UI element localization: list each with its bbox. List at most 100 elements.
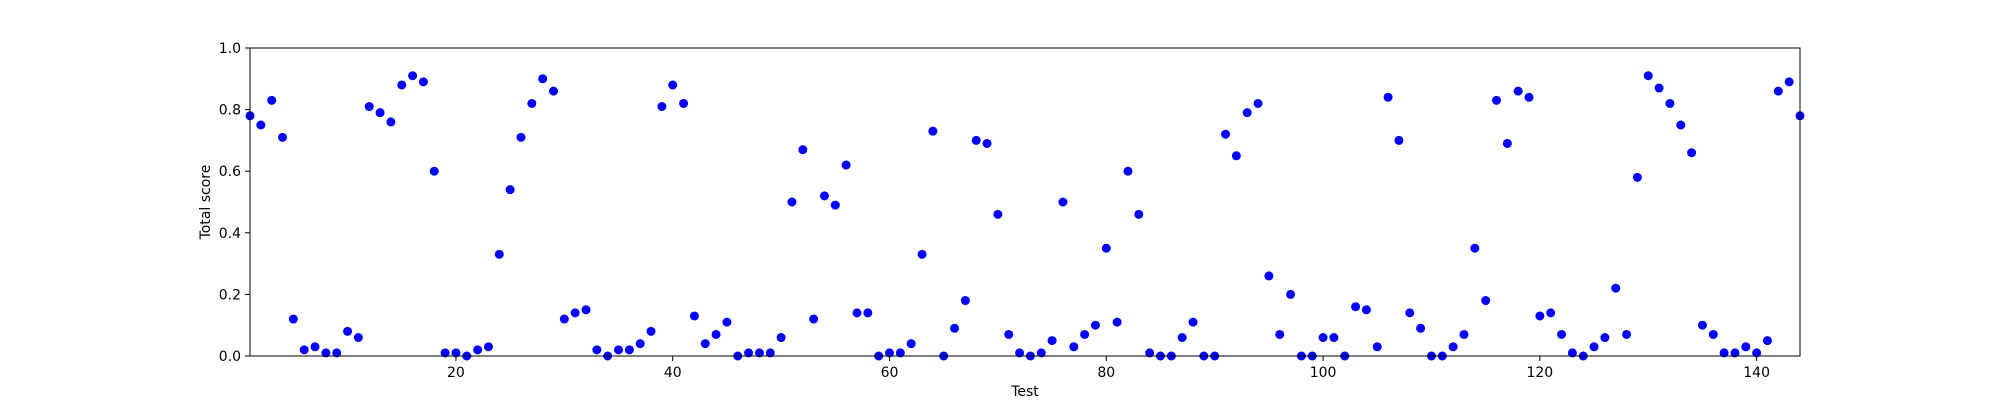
data-point: [744, 348, 754, 358]
data-point: [1069, 342, 1079, 352]
data-point: [1665, 98, 1675, 108]
data-point: [1004, 329, 1014, 339]
data-point: [321, 348, 331, 358]
data-point: [570, 308, 580, 318]
data-point: [429, 166, 439, 176]
data-point: [1622, 329, 1632, 339]
data-point: [1513, 86, 1523, 96]
y-tick-label: 0.4: [219, 226, 241, 242]
data-point: [928, 126, 938, 136]
data-point: [1416, 323, 1426, 333]
data-point: [1318, 333, 1328, 343]
data-point: [982, 138, 992, 148]
data-point: [1719, 348, 1729, 358]
data-point: [1221, 129, 1231, 139]
data-point: [679, 98, 689, 108]
data-point: [624, 345, 634, 355]
data-point: [765, 348, 775, 358]
data-point: [1654, 83, 1664, 93]
data-point: [917, 249, 927, 259]
data-point: [1383, 92, 1393, 102]
data-point: [1676, 120, 1686, 130]
data-point: [1361, 305, 1371, 315]
data-point: [1470, 243, 1480, 253]
data-point: [1708, 329, 1718, 339]
data-point: [776, 333, 786, 343]
data-point: [1773, 86, 1783, 96]
data-point: [863, 308, 873, 318]
y-tick-label: 0.6: [219, 164, 241, 180]
data-point: [353, 333, 363, 343]
y-tick-label: 0.8: [219, 103, 241, 119]
y-tick-label: 0.2: [219, 287, 241, 303]
y-axis: 0.0 0.2 0.4 0.6 0.8 1.0: [219, 41, 250, 365]
data-point: [375, 108, 385, 118]
data-point: [559, 314, 569, 324]
data-point: [1177, 333, 1187, 343]
data-point: [993, 209, 1003, 219]
plot-frame: [249, 47, 1801, 357]
data-point: [1329, 333, 1339, 343]
data-point: [483, 342, 493, 352]
data-point: [1632, 172, 1642, 182]
data-point: [1762, 336, 1772, 346]
data-point: [722, 317, 732, 327]
data-point: [1231, 151, 1241, 161]
data-point: [1372, 342, 1382, 352]
x-tick-label: 100: [1310, 365, 1337, 381]
data-point: [505, 185, 515, 195]
data-point: [1611, 283, 1621, 293]
x-tick-label: 40: [664, 365, 682, 381]
data-point: [787, 197, 797, 207]
data-point: [1600, 333, 1610, 343]
data-point: [1112, 317, 1122, 327]
data-point: [397, 80, 407, 90]
data-point: [1253, 98, 1263, 108]
data-point: [1123, 166, 1133, 176]
data-point: [1351, 302, 1361, 312]
data-point: [819, 191, 829, 201]
data-point: [646, 326, 656, 336]
data-point: [1047, 336, 1057, 346]
data-point: [809, 314, 819, 324]
data-point: [689, 311, 699, 321]
data-point: [830, 200, 840, 210]
data-point: [1502, 138, 1512, 148]
x-tick-label: 120: [1526, 365, 1553, 381]
data-point: [1546, 308, 1556, 318]
data-point: [310, 342, 320, 352]
data-point: [841, 160, 851, 170]
y-tick-label: 1.0: [219, 41, 241, 57]
data-point: [527, 98, 537, 108]
data-point: [1134, 209, 1144, 219]
data-point: [614, 345, 624, 355]
x-tick-label: 140: [1743, 365, 1770, 381]
data-point: [852, 308, 862, 318]
x-tick-label: 20: [447, 365, 465, 381]
data-point: [549, 86, 558, 96]
y-axis-label: Total score: [198, 165, 214, 241]
data-point: [1557, 329, 1567, 339]
data-point: [1286, 289, 1296, 299]
x-tick-label: 80: [1097, 365, 1115, 381]
data-point: [711, 329, 721, 339]
data-point: [1188, 317, 1198, 327]
data-point: [1036, 348, 1046, 358]
data-point: [494, 249, 504, 259]
data-point: [1405, 308, 1415, 318]
data-point: [1448, 342, 1458, 352]
data-point: [798, 145, 808, 155]
data-point: [971, 135, 981, 145]
y-tick-label: 0.0: [219, 349, 241, 365]
data-point: [906, 339, 916, 349]
data-point: [1058, 197, 1068, 207]
data-point: [1101, 243, 1111, 253]
data-point: [1275, 329, 1285, 339]
data-point: [1080, 329, 1090, 339]
data-point: [278, 132, 288, 142]
data-point: [288, 314, 298, 324]
data-point: [1015, 348, 1025, 358]
data-point: [1752, 348, 1762, 358]
data-point: [299, 345, 309, 355]
